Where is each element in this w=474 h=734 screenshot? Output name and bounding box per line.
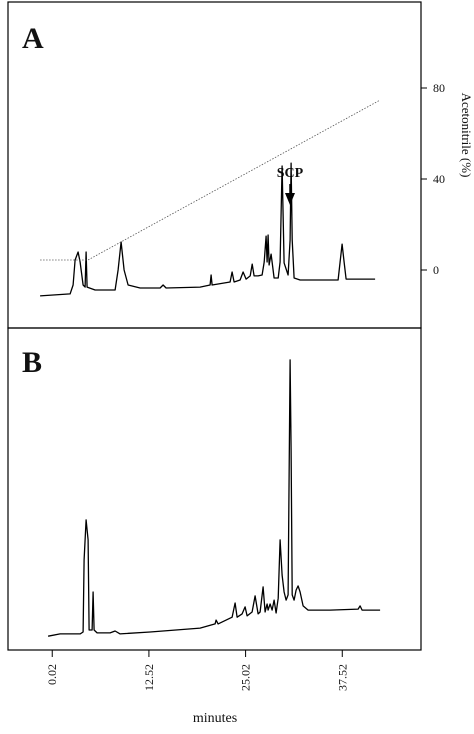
y2-axis-label: Acetonitrile (%) [459, 93, 474, 178]
trace [47, 359, 381, 637]
panel-label: A [22, 22, 44, 55]
x-tick-label: 37.52 [335, 664, 349, 691]
panel-b-frame [7, 327, 422, 651]
annotation: SCP [277, 166, 304, 181]
panel-label: B [22, 346, 42, 379]
gradient-line [40, 99, 381, 261]
y2-tick-label: 80 [433, 81, 445, 95]
x-tick-label: 12.52 [142, 664, 156, 691]
trace [40, 162, 376, 297]
y2-tick-label: 40 [433, 172, 445, 186]
x-axis-label: minutes [193, 711, 237, 726]
y2-tick-label: 0 [433, 263, 439, 277]
x-tick-label: 25.02 [239, 664, 253, 691]
x-tick-label: 0.02 [45, 664, 59, 685]
